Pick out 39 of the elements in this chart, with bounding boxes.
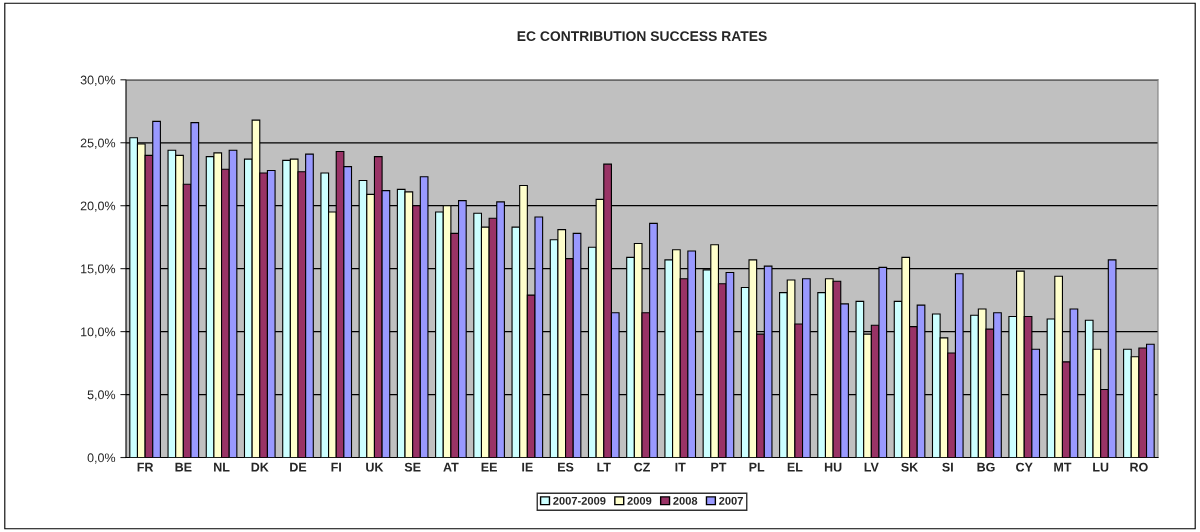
x-tick-label: FR [137, 462, 154, 472]
x-tick-label: PT [711, 462, 727, 472]
legend-label: 2007 [719, 496, 743, 505]
x-tick-label: IT [675, 462, 686, 472]
x-tick-label: ES [558, 462, 574, 472]
x-tick-label: RO [1130, 462, 1148, 472]
x-tick-label: FI [331, 462, 341, 472]
x-tick-label: SE [404, 462, 421, 472]
x-tick-label: EE [481, 462, 497, 472]
x-tick-label: DE [290, 462, 307, 472]
x-tick-label: PL [749, 462, 765, 472]
y-tick-label: 25,0% [80, 138, 116, 149]
x-tick-label: AT [443, 462, 459, 472]
x-tick-label: LV [864, 462, 879, 472]
legend-label: 2007-2009 [553, 496, 606, 505]
x-tick-label: EL [787, 462, 803, 472]
y-tick-label: 20,0% [80, 201, 116, 212]
x-tick-label: HU [824, 462, 842, 472]
y-tick-label: 10,0% [81, 327, 116, 338]
x-tick-label: IE [522, 462, 533, 472]
x-tick-label: NL [214, 462, 230, 472]
x-tick-label: SI [942, 462, 953, 472]
x-tick-label: LU [1093, 462, 1109, 472]
x-tick-label: LT [597, 462, 611, 472]
x-tick-label: UK [366, 462, 384, 472]
chart-title: EC CONTRIBUTION SUCCESS RATES [517, 31, 767, 42]
legend-label: 2008 [673, 496, 698, 505]
x-tick-label: BG [977, 462, 995, 472]
x-tick-label: CZ [634, 462, 650, 472]
x-tick-label: SK [901, 462, 919, 472]
x-tick-label: MT [1054, 462, 1072, 472]
y-tick-label: 5,0% [87, 390, 116, 401]
y-tick-label: 30,0% [80, 75, 116, 86]
x-tick-label: BE [175, 462, 192, 472]
y-tick-label: 0,0% [87, 453, 116, 464]
y-tick-label: 15,0% [81, 264, 116, 275]
x-tick-label: DK [251, 462, 269, 472]
legend-label: 2009 [627, 496, 652, 505]
x-tick-label: CY [1016, 462, 1033, 472]
